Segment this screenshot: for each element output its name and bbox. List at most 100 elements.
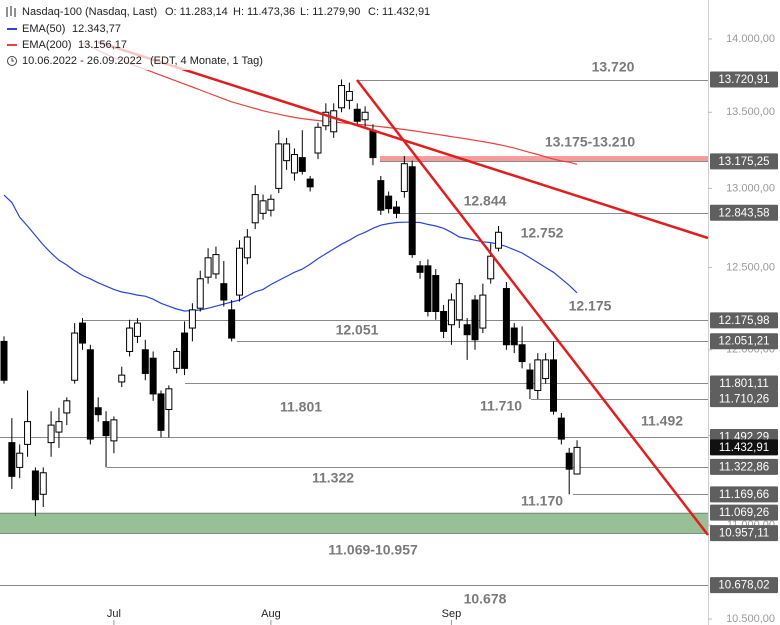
level-box — [710, 312, 778, 329]
level-label: 11.169,66 — [719, 489, 769, 501]
clock-hand — [11, 58, 14, 62]
candle-body — [236, 247, 243, 296]
candle-body — [118, 374, 126, 383]
candle-body — [157, 393, 165, 431]
plot-area: Jul Aug Sep 13.720 13.175-13.210 12.844 12.752… — [0, 42, 708, 625]
candle-body — [86, 349, 94, 440]
price-zone — [380, 156, 708, 162]
candle-body — [102, 421, 110, 437]
level-box — [710, 333, 778, 350]
level-label: 11.069,26 — [719, 507, 769, 519]
level-label: 11.432,91 — [719, 442, 769, 454]
candle-body — [0, 340, 8, 381]
annotation: 12.844 — [464, 193, 507, 209]
candle-body — [463, 324, 471, 336]
candle-body — [196, 278, 204, 309]
annotation: 11.492 — [641, 413, 683, 429]
level-box — [710, 486, 778, 503]
trend-line — [356, 79, 709, 536]
level-box — [710, 391, 778, 408]
level-box — [710, 439, 778, 456]
candle-body — [63, 400, 71, 414]
candle-body — [141, 349, 149, 374]
ohlc-open: O: 11.283,14 — [165, 6, 228, 18]
candle-body — [495, 231, 503, 249]
candle-body — [181, 332, 189, 369]
candle-body — [24, 421, 32, 445]
annotation: 12.752 — [521, 225, 564, 241]
candle-body — [573, 446, 581, 475]
candle-body — [369, 129, 377, 159]
level-box — [710, 577, 778, 594]
candle-body — [267, 198, 275, 211]
annotation: 12.175 — [569, 298, 612, 314]
legend-label: EMA(50) — [22, 23, 65, 35]
candle-body — [557, 417, 565, 440]
candle-body — [447, 299, 455, 326]
annotation: 12.051 — [336, 322, 379, 338]
level-label: 13.720,91 — [718, 74, 769, 86]
candle-body — [55, 421, 63, 433]
level-box — [710, 153, 778, 170]
level-box — [710, 375, 778, 392]
candle-body — [173, 350, 181, 369]
annotation: 13.720 — [592, 59, 635, 75]
price-axis: 10.500,0011.000,0011.500,0012.000,0012.5… — [708, 33, 778, 625]
candle-body — [353, 108, 361, 122]
candle-body — [259, 200, 267, 214]
candle-body — [455, 283, 463, 321]
level-box — [710, 525, 778, 542]
candle-body — [416, 265, 424, 273]
annotation: 11.170 — [521, 493, 563, 509]
y-tick-label: 13.500,00 — [726, 106, 775, 118]
level-label: 12.051,21 — [718, 336, 769, 348]
candle-body — [31, 470, 39, 501]
candle-body — [71, 332, 79, 381]
y-tick-label: 10.500,00 — [726, 613, 775, 625]
candle-body — [542, 359, 550, 380]
candle-body — [251, 194, 259, 224]
candle-body — [487, 255, 495, 280]
header: Nasdaq-100 (Nasdaq, Last) O: 11.283,14 H… — [0, 0, 440, 70]
candle-body — [149, 357, 157, 395]
candle-body — [94, 407, 102, 416]
candle-body — [298, 157, 306, 172]
candle-body — [338, 85, 346, 109]
candle-body — [440, 310, 448, 332]
candle-body — [126, 327, 134, 352]
candle-body — [377, 180, 385, 211]
clock-icon — [7, 56, 17, 66]
legend-value: 13.156,17 — [78, 39, 127, 51]
candle-body — [47, 424, 55, 444]
candle-body — [424, 265, 432, 312]
candle-body — [212, 254, 220, 275]
level-box — [710, 204, 778, 221]
candle-body — [361, 111, 369, 121]
x-tick-label: Jul — [107, 608, 121, 620]
x-tick-label: Sep — [442, 608, 462, 620]
candle-body — [502, 288, 510, 346]
candle-body — [165, 388, 173, 410]
level-label: 10.957,11 — [719, 528, 769, 540]
candle-body — [510, 327, 518, 346]
instrument-title: Nasdaq-100 (Nasdaq, Last) — [22, 6, 157, 18]
level-label: 11.801,11 — [719, 378, 768, 390]
legend-label: EMA(200) — [22, 39, 72, 51]
candle-body — [8, 442, 16, 477]
level-label: 12.175,98 — [718, 315, 769, 327]
candle-body — [228, 309, 236, 339]
header-backdrop — [0, 0, 440, 70]
annotation: 11.710 — [480, 398, 522, 414]
candle-body — [204, 257, 212, 278]
candle-body — [550, 359, 557, 412]
candle-body — [39, 472, 47, 495]
price-zone — [0, 512, 708, 534]
level-label: 13.175,25 — [718, 156, 769, 168]
candle-body — [479, 294, 487, 329]
y-tick-label: 14.000,00 — [726, 33, 775, 45]
annotation: 11.322 — [312, 470, 354, 486]
candle-body — [345, 90, 353, 101]
candle-body — [314, 126, 322, 154]
annotation: 11.801 — [280, 399, 322, 415]
candle-body — [471, 299, 479, 341]
